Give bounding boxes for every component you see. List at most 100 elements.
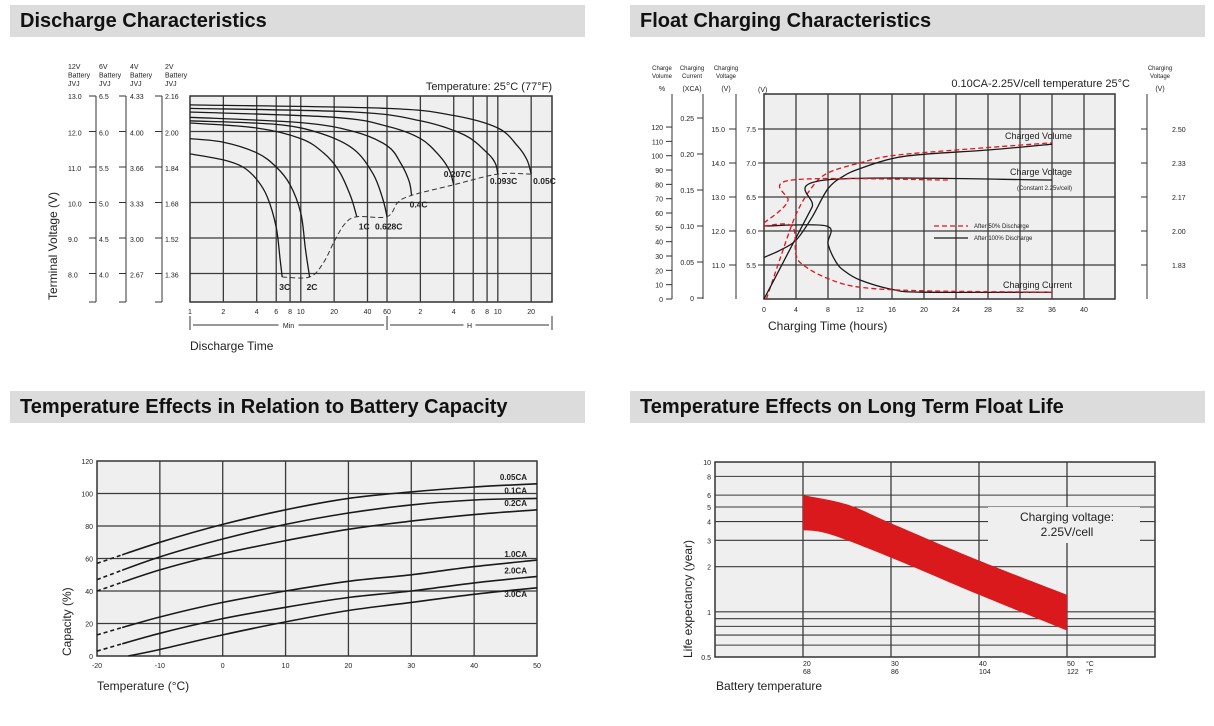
series-label-0.4C: 0.4C (410, 199, 428, 209)
x-tick-label: 24 (952, 307, 960, 314)
x-tick-label: -20 (92, 663, 102, 670)
section-header-discharge: Discharge Characteristics (10, 5, 585, 37)
x-tick-label: 6 (471, 309, 475, 316)
y-tick-label: 2.00 (165, 131, 179, 138)
y-axis-header-cell: Charging (1148, 66, 1172, 72)
y-tick-label: 5.0 (99, 202, 109, 209)
series-label-0.2CA: 0.2CA (504, 499, 527, 508)
series-label-2.0CA: 2.0CA (504, 566, 527, 575)
x-axis-title: Battery temperature (716, 679, 822, 693)
x-tick-label: 10 (282, 663, 290, 670)
section-header-temp-capacity: Temperature Effects in Relation to Batte… (10, 391, 585, 423)
section-header-float-life: Temperature Effects on Long Term Float L… (630, 391, 1205, 423)
y-tick-label-12v: 11.0 (712, 263, 725, 270)
series-label-0.05C: 0.05C (533, 176, 556, 186)
y-axis-header-12v: (V) (721, 86, 730, 93)
x-tick-label: 4 (452, 309, 456, 316)
y-tick-label-volume: 40 (655, 240, 663, 247)
y-tick-label-cell: 2.17 (1172, 195, 1186, 202)
legend-after-100: After 100% Discharge (974, 236, 1033, 242)
y-tick-label-6v: 7.0 (746, 161, 756, 168)
y-tick-label: 5.5 (99, 166, 109, 173)
x-tick-label: 20 (330, 309, 338, 316)
x-tick-label: 0 (762, 307, 766, 314)
temperature-annotation: Temperature: 25°C (77°F) (426, 81, 552, 93)
y-axis-header-volume: % (659, 86, 665, 93)
section-title: Temperature Effects in Relation to Batte… (20, 396, 508, 418)
y-axis-header: 2V (165, 64, 174, 71)
y-axis-header: 6V (99, 64, 108, 71)
x-tick-label: 10 (494, 309, 502, 316)
x-unit-celsius: °C (1086, 660, 1094, 668)
y-tick-label-volume: 20 (655, 268, 663, 275)
y-tick-label: 0 (89, 654, 93, 661)
x-group-label-min: Min (283, 323, 294, 330)
y-tick-label: 3.66 (130, 166, 144, 173)
y-tick-label-volume: 50 (655, 225, 663, 232)
discharge-curve-0.05C (189, 104, 532, 175)
x-unit-fahrenheit: °F (1086, 668, 1093, 676)
x-tick-label: 8 (826, 307, 830, 314)
y-tick-label: 2.67 (130, 273, 144, 280)
series-label-1C: 1C (359, 222, 370, 232)
series-label-3C: 3C (279, 282, 290, 292)
section-title: Float Charging Characteristics (640, 10, 932, 32)
legend-after-50: After 50% Discharge (974, 224, 1030, 230)
y-tick-label-12v: 12.0 (711, 229, 725, 236)
float-charging-chart: 0 4 8 12 16 20 24 28 32 36 40 5.5 11.0 6.0 12.0 6.5 13.0… (651, 66, 1185, 333)
y-tick-label-volume: 30 (655, 254, 663, 261)
y-tick-label-volume: 80 (655, 182, 663, 189)
y-tick-label-6v: 7.5 (746, 127, 756, 134)
y-axis-header-current: Current (682, 74, 702, 80)
y-tick-label-current: 0.25 (680, 116, 694, 123)
x-tick-label: 8 (485, 309, 489, 316)
charging-voltage-annotation: Charging voltage: (1020, 510, 1114, 524)
y-axis-header: JVJ (99, 81, 111, 88)
y-tick-label: 1 (707, 610, 711, 617)
section-header-float-charging: Float Charging Characteristics (630, 5, 1205, 37)
y-tick-label: 8.0 (68, 273, 78, 280)
discharge-curve-0.093C (189, 107, 499, 175)
y-tick-label: 11.0 (68, 166, 81, 173)
y-tick-label: 0.5 (701, 655, 711, 662)
y-axis-header-volume: Volume (652, 74, 673, 80)
series-label-0.093C: 0.093C (490, 176, 517, 186)
series-label-3.0CA: 3.0CA (504, 590, 527, 599)
y-tick-label-volume: 0 (659, 297, 663, 304)
y-tick-label-12v: 13.0 (711, 195, 725, 202)
capacity-curve-1.0CA (122, 559, 538, 629)
curve-label-charging-current: Charging Current (1003, 280, 1073, 290)
x-tick-label-fahrenheit: 104 (979, 669, 991, 676)
y-axis-header: JVJ (68, 81, 80, 88)
y-tick-label: 4.00 (130, 131, 144, 138)
x-tick-label-celsius: 20 (803, 661, 811, 668)
x-tick-label: 50 (533, 663, 541, 670)
x-tick-label-celsius: 40 (979, 661, 987, 668)
series-label-0.05CA: 0.05CA (500, 473, 527, 482)
x-tick-label: 40 (364, 309, 372, 316)
y-tick-label: 13.0 (68, 94, 82, 101)
series-label-1.0CA: 1.0CA (504, 550, 527, 559)
x-tick-label: -10 (155, 663, 165, 670)
y-tick-label: 2.16 (165, 94, 179, 101)
curve-label-voltage-note: (Constant 2.25v/cell) (1017, 186, 1072, 192)
y-axis-header: JVJ (165, 81, 177, 88)
x-tick-label: 8 (288, 309, 292, 316)
capacity-curve-0.1CA (122, 497, 538, 572)
x-tick-label: 4 (255, 309, 259, 316)
discharge-chart: 1 2 4 6 8 10 20 40 60 2 4 6 8 10 2012VBatteryJVJ13.012… (46, 64, 556, 353)
series-label-0.207C: 0.207C (444, 169, 471, 179)
y-tick-label: 60 (85, 557, 93, 564)
y-tick-label: 40 (85, 589, 93, 596)
x-tick-label-fahrenheit: 86 (891, 669, 899, 676)
x-tick-label: 20 (345, 663, 353, 670)
y-axis-header: JVJ (130, 81, 142, 88)
y-tick-label-cell: 2.50 (1172, 127, 1186, 134)
label-bg (278, 320, 299, 330)
y-tick-label: 20 (85, 622, 93, 629)
section-title: Discharge Characteristics (20, 10, 267, 32)
y-tick-label: 4.5 (99, 237, 109, 244)
y-axis-header-cell: (V) (1155, 86, 1164, 93)
x-tick-label: 40 (1080, 307, 1088, 314)
